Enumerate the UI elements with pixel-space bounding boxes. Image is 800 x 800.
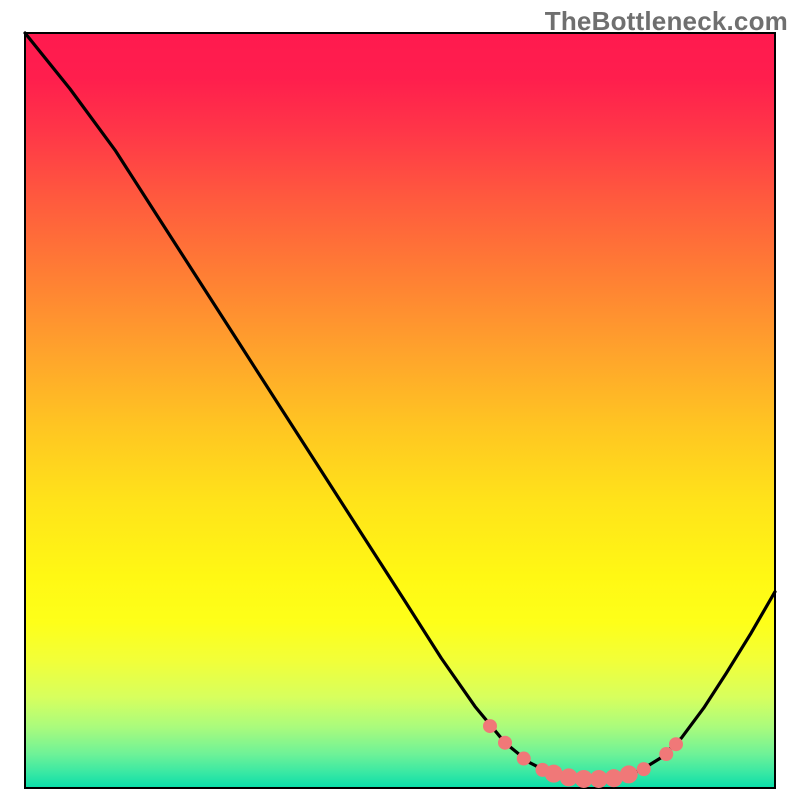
curve-marker [669,737,683,751]
curve-marker [545,765,563,783]
curve-marker [605,769,623,787]
curve-marker [483,719,497,733]
curve-marker [517,752,531,766]
plot-background [25,33,775,788]
curve-marker [637,762,651,776]
chart-container: TheBottleneck.com [0,0,800,800]
curve-marker [620,765,638,783]
curve-marker [498,736,512,750]
bottleneck-curve-chart [0,0,800,800]
watermark-text: TheBottleneck.com [545,6,788,37]
